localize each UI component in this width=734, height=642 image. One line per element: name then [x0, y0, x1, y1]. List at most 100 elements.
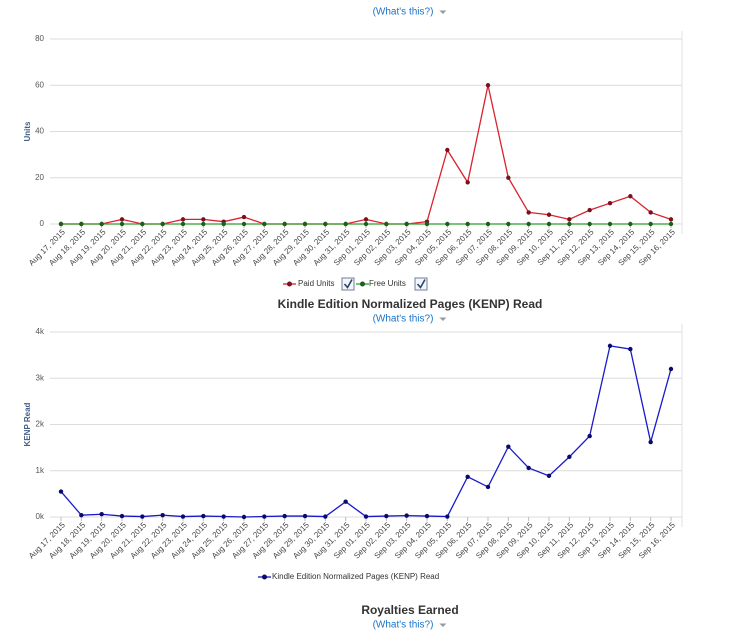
- data-point: [384, 221, 389, 227]
- data-point: [302, 513, 308, 519]
- data-point: [668, 217, 674, 222]
- data-point: [282, 221, 287, 227]
- data-point: [99, 221, 104, 227]
- data-point: [587, 433, 592, 439]
- legend-marker: [360, 281, 365, 287]
- data-point: [668, 366, 674, 372]
- data-point: [506, 221, 511, 227]
- data-point: [160, 221, 165, 227]
- data-point: [180, 217, 186, 222]
- data-point: [648, 210, 653, 215]
- y-tick-label: 1k: [36, 466, 45, 475]
- data-point: [119, 513, 125, 519]
- data-point: [648, 439, 653, 445]
- series-line: [61, 85, 672, 225]
- data-point: [160, 512, 165, 518]
- y-tick-label: 20: [35, 173, 44, 182]
- y-tick-label: 0: [40, 219, 45, 228]
- legend-label: Paid Units: [298, 279, 334, 288]
- data-point: [241, 514, 247, 520]
- data-point: [201, 513, 206, 519]
- data-point: [180, 514, 186, 519]
- data-point: [282, 513, 287, 519]
- data-point: [587, 207, 592, 213]
- checkmark: [416, 279, 426, 289]
- data-point: [445, 147, 450, 153]
- data-point: [567, 217, 572, 222]
- data-point: [201, 221, 206, 227]
- data-point: [404, 221, 409, 227]
- y-axis-title: Units: [23, 121, 32, 142]
- data-point: [363, 217, 369, 222]
- data-point: [241, 214, 247, 220]
- data-point: [546, 473, 552, 479]
- data-point: [323, 514, 328, 519]
- y-axis-title: KENP Read: [23, 402, 32, 446]
- data-point: [302, 221, 308, 227]
- y-tick-label: 60: [35, 80, 44, 89]
- data-point: [485, 221, 491, 227]
- data-point: [221, 514, 226, 519]
- data-point: [628, 346, 633, 352]
- data-point: [465, 474, 470, 479]
- y-tick-label: 4k: [36, 327, 45, 336]
- data-point: [465, 180, 470, 185]
- data-point: [567, 221, 572, 227]
- data-point: [119, 221, 125, 227]
- chart-title: Royalties Earned: [361, 603, 458, 617]
- y-tick-label: 80: [35, 34, 44, 43]
- data-point: [445, 514, 450, 519]
- data-point: [526, 465, 531, 471]
- data-point: [424, 513, 430, 519]
- data-point: [363, 221, 369, 227]
- whats-this-link[interactable]: (What's this?): [373, 7, 434, 18]
- data-point: [262, 221, 267, 227]
- dropdown-arrow[interactable]: [439, 10, 447, 15]
- y-tick-label: 40: [35, 127, 44, 136]
- whats-this-link[interactable]: (What's this?): [373, 620, 434, 631]
- data-point: [506, 444, 511, 449]
- data-point: [180, 221, 186, 227]
- legend-marker: [287, 281, 292, 287]
- chart-title: Kindle Edition Normalized Pages (KENP) R…: [278, 297, 543, 311]
- series-line: [60, 345, 672, 518]
- data-point: [506, 175, 511, 180]
- y-tick-label: 2k: [36, 420, 45, 429]
- dropdown-arrow[interactable]: [439, 317, 447, 322]
- data-point: [546, 212, 552, 217]
- data-point: [384, 513, 389, 519]
- chart-title: Units Ordered: [370, 0, 450, 3]
- data-point: [607, 200, 613, 206]
- data-point: [323, 221, 328, 227]
- data-point: [79, 221, 84, 227]
- dropdown-arrow[interactable]: [439, 623, 447, 628]
- legend-label: Free Units: [369, 279, 406, 288]
- data-point: [343, 499, 348, 504]
- data-point: [546, 221, 552, 227]
- whats-this-link[interactable]: (What's this?): [373, 314, 434, 325]
- data-point: [465, 221, 470, 227]
- data-point: [99, 512, 104, 517]
- data-point: [79, 512, 84, 518]
- data-point: [628, 194, 633, 199]
- data-point: [445, 221, 450, 227]
- data-point: [587, 221, 592, 227]
- data-point: [607, 221, 613, 227]
- data-point: [262, 514, 267, 519]
- data-point: [526, 210, 531, 215]
- data-point: [363, 514, 369, 519]
- data-point: [567, 454, 572, 460]
- data-point: [119, 217, 125, 222]
- data-point: [526, 221, 531, 227]
- data-point: [485, 83, 491, 88]
- data-point: [140, 514, 145, 519]
- data-point: [343, 221, 348, 227]
- data-point: [485, 484, 491, 490]
- legend-marker: [262, 574, 267, 580]
- data-point: [140, 221, 145, 227]
- data-point: [58, 221, 64, 227]
- checkmark: [343, 279, 353, 289]
- data-point: [404, 513, 409, 518]
- data-point: [668, 221, 674, 227]
